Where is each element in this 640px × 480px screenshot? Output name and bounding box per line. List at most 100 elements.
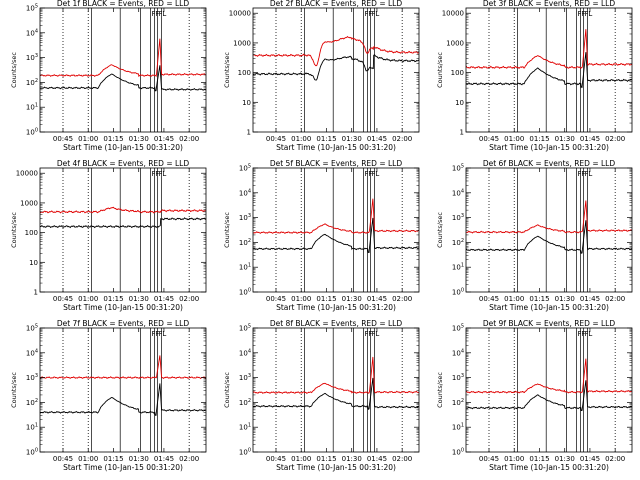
x-tick-label: 01:00 — [78, 135, 98, 143]
y-tick-label: 1000 — [20, 199, 38, 207]
series-line-lld — [465, 29, 633, 70]
panel-title: Det 7f BLACK = Events, RED = LLD — [57, 319, 190, 328]
x-tick-label: 01:15 — [103, 135, 123, 143]
y-tick-label: 101 — [239, 263, 251, 272]
y-tick-label: 101 — [26, 103, 38, 112]
x-tick-label: 01:30 — [129, 455, 149, 463]
panel-title: Det 6f BLACK = Events, RED = LLD — [483, 159, 616, 168]
series-line-lld — [252, 35, 419, 67]
x-axis-label: Start Time (10-Jan-15 00:31:20) — [276, 143, 396, 152]
x-tick-label: 01:15 — [316, 135, 336, 143]
y-tick-label: 100 — [452, 448, 464, 457]
flag-label: F — [585, 170, 589, 178]
x-axis-label: Start Time (10-Jan-15 00:31:20) — [489, 463, 609, 472]
x-tick-label: 01:45 — [580, 295, 600, 303]
series-line-lld — [465, 200, 633, 234]
x-tick-label: 01:30 — [129, 295, 149, 303]
x-tick-label: 02:00 — [392, 455, 412, 463]
x-tick-label: 02:00 — [392, 295, 412, 303]
y-axis-label: Counts/sec — [436, 212, 444, 248]
y-axis-label: Counts/sec — [223, 372, 231, 408]
y-tick-label: 10000 — [442, 10, 464, 18]
series-line-events — [465, 52, 632, 89]
x-tick-label: 00:45 — [479, 295, 499, 303]
x-tick-label: 01:30 — [129, 135, 149, 143]
x-tick-label: 02:00 — [179, 135, 199, 143]
x-tick-label: 02:00 — [605, 295, 625, 303]
y-tick-label: 101 — [452, 423, 464, 432]
x-tick-label: 01:00 — [78, 295, 98, 303]
detector-panel-3: Det 3f BLACK = Events, RED = LLD F F F L 00:4… — [436, 0, 633, 152]
y-tick-label: 101 — [239, 423, 251, 432]
y-tick-label: 104 — [26, 348, 38, 357]
x-tick-label: 01:30 — [342, 135, 362, 143]
y-tick-label: 102 — [26, 78, 38, 87]
y-axis-label: Counts/sec — [223, 52, 231, 88]
detector-panel-1: Det 1f BLACK = Events, RED = LLD F F F L 00:4… — [10, 0, 207, 152]
plot-frame — [252, 327, 420, 453]
x-tick-label: 00:45 — [479, 455, 499, 463]
detector-panel-4: Det 4f BLACK = Events, RED = LLD F F F L 00:4… — [10, 159, 207, 312]
plot-frame — [39, 167, 207, 293]
y-tick-label: 105 — [26, 324, 38, 333]
y-tick-label: 103 — [452, 373, 464, 382]
flag-label: L — [588, 330, 592, 338]
x-axis-label: Start Time (10-Jan-15 00:31:20) — [489, 143, 609, 152]
series-line-events — [252, 377, 419, 410]
x-tick-label: 01:15 — [529, 455, 549, 463]
x-tick-label: 01:30 — [555, 295, 575, 303]
x-axis-label: Start Time (10-Jan-15 00:31:20) — [276, 463, 396, 472]
x-tick-label: 01:45 — [367, 135, 387, 143]
flag-label: F — [577, 170, 581, 178]
y-tick-label: 100 — [26, 128, 38, 137]
panel-title: Det 9f BLACK = Events, RED = LLD — [483, 319, 616, 328]
x-tick-label: 01:45 — [154, 295, 174, 303]
y-tick-label: 104 — [239, 348, 251, 357]
detector-panel-8: Det 8f BLACK = Events, RED = LLD F F F L 00:4… — [223, 319, 420, 472]
y-tick-label: 1 — [460, 129, 464, 137]
x-tick-label: 01:00 — [78, 455, 98, 463]
x-tick-label: 01:15 — [316, 295, 336, 303]
flag-label: F — [364, 10, 368, 18]
x-tick-label: 00:45 — [53, 295, 73, 303]
y-tick-label: 101 — [26, 423, 38, 432]
flag-label: F — [364, 170, 368, 178]
detector-panel-9: Det 9f BLACK = Events, RED = LLD F F F L 00:4… — [436, 319, 633, 472]
x-axis-label: Start Time (10-Jan-15 00:31:20) — [489, 303, 609, 312]
flag-label: F — [372, 330, 376, 338]
panel-title: Det 8f BLACK = Events, RED = LLD — [270, 319, 403, 328]
x-axis-label: Start Time (10-Jan-15 00:31:20) — [276, 303, 396, 312]
series-line-lld — [252, 198, 419, 235]
series-line-events — [252, 217, 419, 254]
flag-label: L — [162, 10, 166, 18]
y-tick-label: 104 — [452, 348, 464, 357]
flag-label: F — [577, 10, 581, 18]
flag-label: F — [364, 330, 368, 338]
series-line-events — [465, 380, 633, 412]
x-tick-label: 01:00 — [504, 135, 524, 143]
y-tick-label: 105 — [452, 324, 464, 333]
plot-frame — [465, 327, 633, 453]
y-tick-label: 100 — [239, 448, 251, 457]
y-tick-label: 1 — [34, 289, 38, 297]
x-tick-label: 01:45 — [580, 455, 600, 463]
flag-label: F — [155, 330, 159, 338]
y-tick-label: 100 — [451, 69, 464, 77]
detector-panel-2: Det 2f BLACK = Events, RED = LLD F F F L 00:4… — [223, 0, 420, 152]
y-tick-label: 103 — [239, 373, 251, 382]
y-axis-label: Counts/sec — [10, 372, 18, 408]
x-tick-label: 01:00 — [291, 455, 311, 463]
series-line-lld — [39, 206, 206, 214]
x-tick-label: 01:30 — [342, 455, 362, 463]
y-tick-label: 105 — [239, 324, 251, 333]
y-tick-label: 100 — [25, 229, 38, 237]
x-tick-label: 02:00 — [605, 135, 625, 143]
panel-title: Det 1f BLACK = Events, RED = LLD — [57, 0, 190, 8]
y-axis-label: Counts/sec — [436, 372, 444, 408]
flag-label: F — [151, 330, 155, 338]
plot-frame — [465, 7, 633, 133]
x-tick-label: 01:30 — [342, 295, 362, 303]
flag-label: F — [585, 330, 589, 338]
flag-label: F — [581, 170, 585, 178]
x-axis-label: Start Time (10-Jan-15 00:31:20) — [63, 303, 183, 312]
